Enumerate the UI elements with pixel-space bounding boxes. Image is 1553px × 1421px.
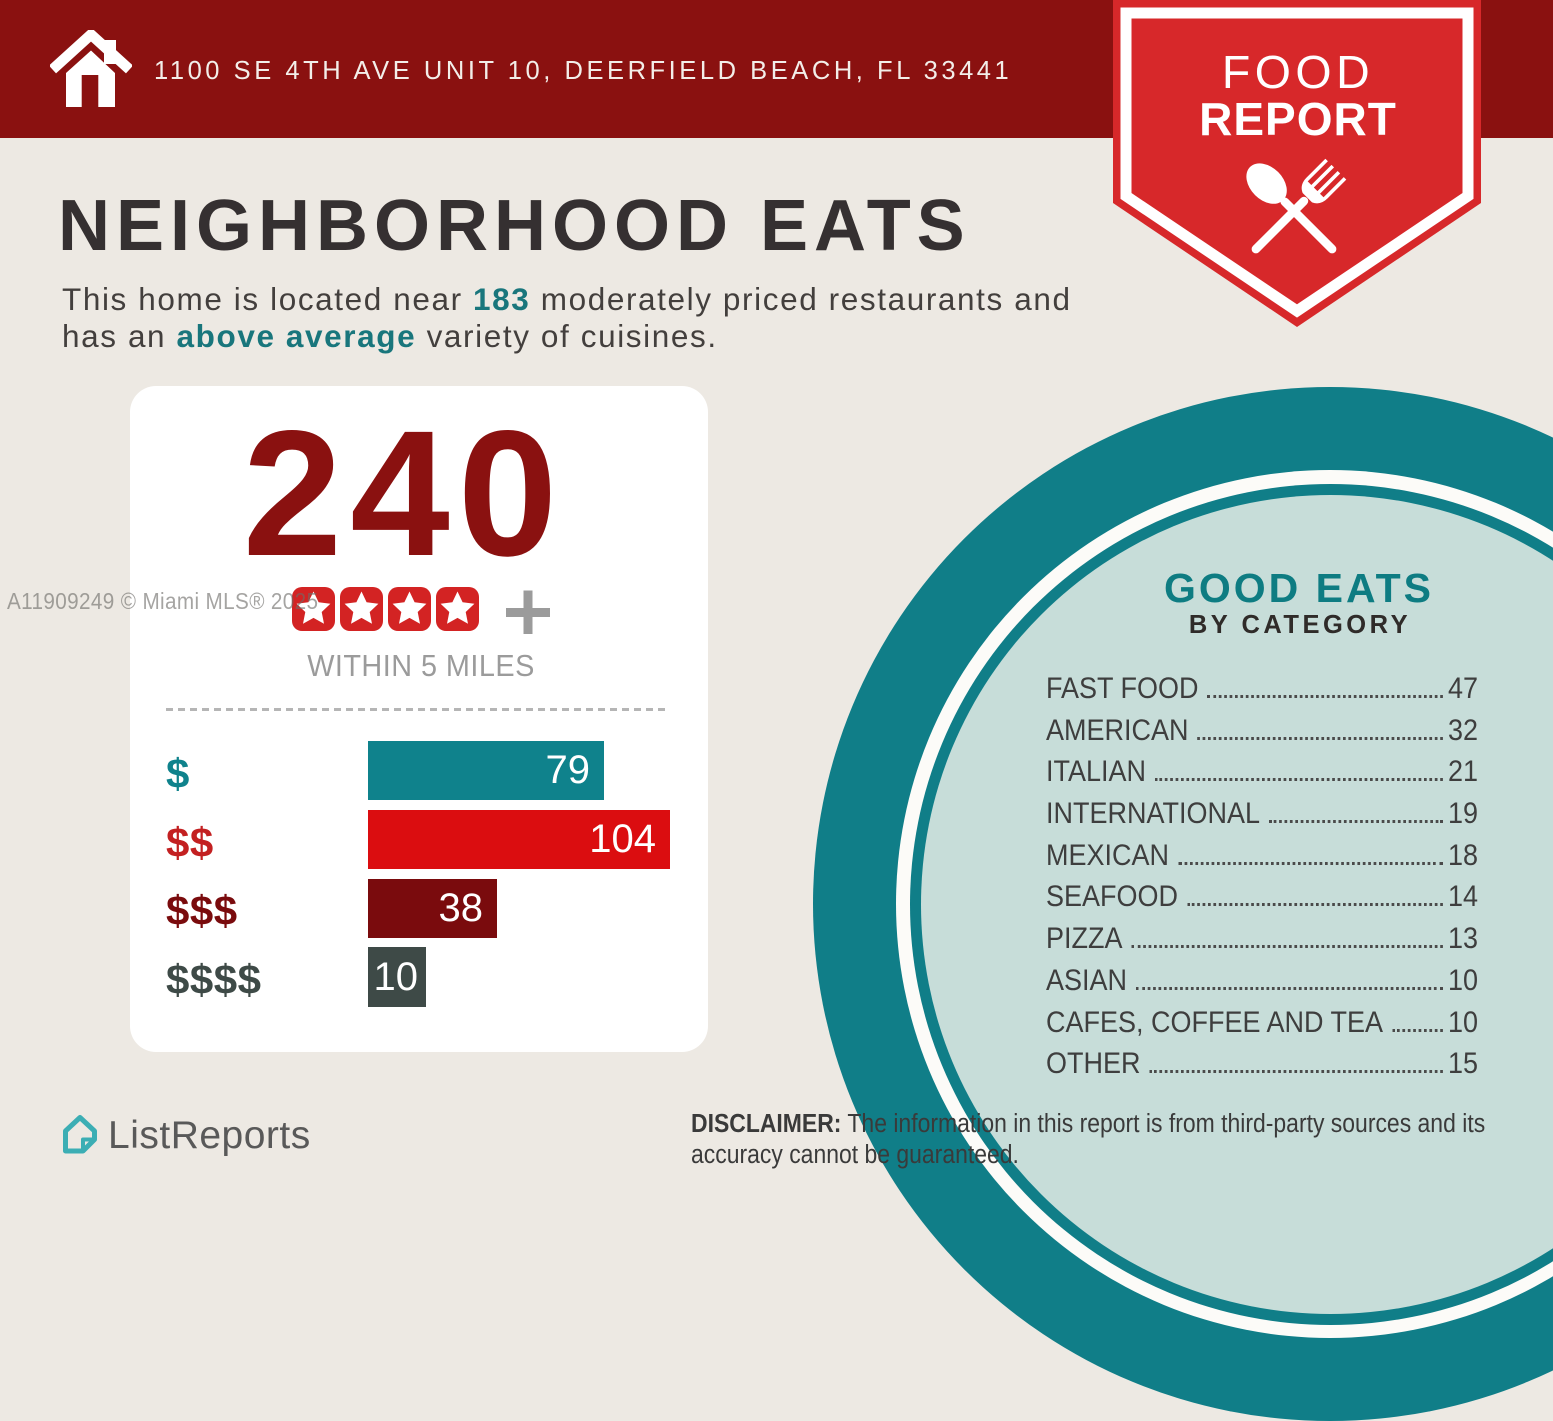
svg-text:FOOD: FOOD (1222, 46, 1374, 98)
svg-text:REPORT: REPORT (1199, 93, 1397, 145)
